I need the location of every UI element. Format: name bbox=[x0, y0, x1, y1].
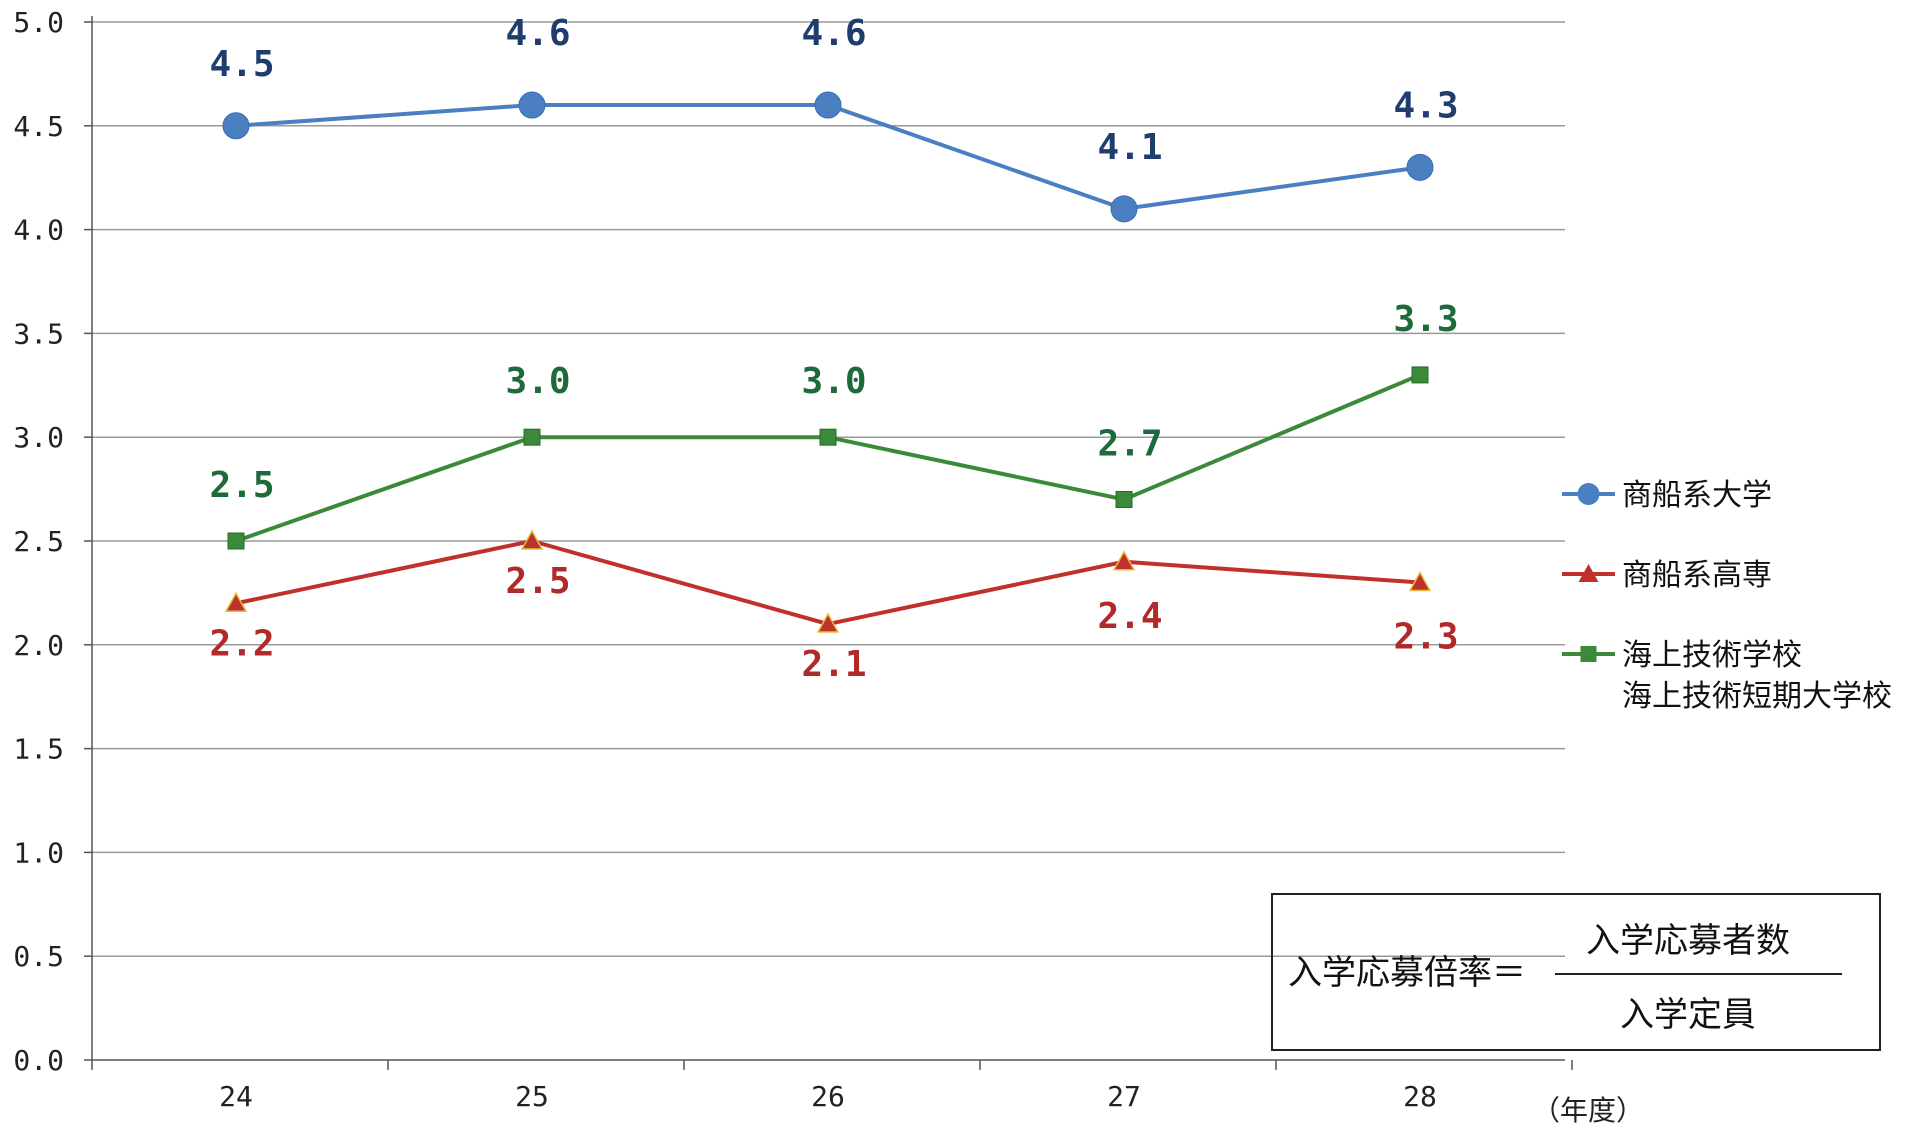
data-point bbox=[819, 428, 837, 446]
legend-label: 海上技術学校 bbox=[1622, 638, 1802, 673]
y-tick-label: 2.5 bbox=[13, 525, 64, 558]
label-layer: 4.5 4.6 4.6 4.1 4.3 2.2 2.5 2.1 2.4 2.3 2.5 3.0 3.0 2… bbox=[209, 13, 1458, 685]
data-point bbox=[1112, 550, 1136, 571]
data-point bbox=[1115, 490, 1133, 508]
data-point bbox=[1411, 366, 1429, 384]
y-tick-label: 3.0 bbox=[13, 421, 64, 454]
data-point bbox=[1110, 195, 1138, 223]
series-2 bbox=[224, 529, 1432, 633]
y-tick-label: 1.5 bbox=[13, 733, 64, 766]
x-axis-unit: （年度） bbox=[1532, 1094, 1644, 1127]
data-point bbox=[1406, 153, 1434, 181]
data-label: 4.3 bbox=[1393, 85, 1458, 126]
y-tick-label: 0.5 bbox=[13, 940, 64, 973]
x-tick-label: 28 bbox=[1403, 1080, 1437, 1113]
data-point bbox=[222, 112, 250, 140]
data-label: 2.1 bbox=[801, 644, 866, 685]
series-line bbox=[235, 539, 1421, 627]
series-layer bbox=[222, 91, 1434, 633]
legend-label-line2: 海上技術短期大学校 bbox=[1622, 679, 1892, 714]
legend-marker bbox=[1578, 564, 1599, 582]
data-point bbox=[523, 428, 541, 446]
data-label: 2.4 bbox=[1097, 596, 1162, 637]
x-tick-label: 24 bbox=[219, 1080, 253, 1113]
legend-label: 商船系大学 bbox=[1622, 478, 1772, 513]
data-point bbox=[520, 529, 544, 550]
data-label: 4.6 bbox=[801, 13, 866, 54]
data-label: 2.5 bbox=[505, 561, 570, 602]
formula-box: 入学応募倍率＝ 入学応募者数 入学定員 bbox=[1271, 893, 1881, 1051]
x-tick-label: 26 bbox=[811, 1080, 845, 1113]
y-tick-label: 3.5 bbox=[13, 317, 64, 350]
y-tick-label: 0.0 bbox=[13, 1044, 64, 1077]
data-label: 2.5 bbox=[209, 465, 274, 506]
data-point bbox=[814, 91, 842, 119]
y-tick-label: 2.0 bbox=[13, 629, 64, 662]
data-label: 4.6 bbox=[505, 13, 570, 54]
grid-layer bbox=[92, 21, 1565, 957]
data-label: 3.3 bbox=[1393, 299, 1458, 340]
data-point bbox=[227, 532, 245, 550]
series-1 bbox=[222, 91, 1434, 223]
series-line bbox=[235, 103, 1421, 211]
y-tick-label: 4.5 bbox=[13, 110, 64, 143]
legend-marker bbox=[1577, 483, 1600, 505]
legend-marker bbox=[1580, 646, 1597, 662]
formula-lhs: 入学応募倍率＝ bbox=[1288, 953, 1526, 993]
formula-border bbox=[1271, 893, 1881, 1051]
x-tick-label: 27 bbox=[1107, 1080, 1141, 1113]
legend-label: 商船系高専 bbox=[1622, 558, 1772, 593]
data-label: 4.5 bbox=[209, 44, 274, 85]
data-point bbox=[1408, 570, 1432, 592]
y-tick-label: 1.0 bbox=[13, 836, 64, 869]
data-label: 4.1 bbox=[1097, 127, 1162, 168]
x-tick-label: 25 bbox=[515, 1080, 549, 1113]
data-label: 2.2 bbox=[209, 623, 274, 664]
data-point bbox=[224, 591, 248, 613]
data-point bbox=[816, 612, 840, 633]
series-3 bbox=[227, 366, 1429, 550]
data-label: 2.3 bbox=[1393, 617, 1458, 658]
data-label: 3.0 bbox=[801, 361, 866, 402]
data-point bbox=[518, 91, 546, 119]
y-tick-label: 5.0 bbox=[13, 6, 64, 39]
formula-numerator: 入学応募者数 bbox=[1586, 921, 1790, 961]
formula-denominator: 入学定員 bbox=[1620, 995, 1756, 1035]
data-label: 2.7 bbox=[1097, 423, 1162, 464]
y-tick-label: 4.0 bbox=[13, 214, 64, 247]
axis-layer: 0.0 0.5 1.0 1.5 2.0 2.5 3.0 3.5 4.0 4.5 5.0 24 25 26 2… bbox=[13, 6, 1644, 1127]
data-label: 3.0 bbox=[505, 361, 570, 402]
